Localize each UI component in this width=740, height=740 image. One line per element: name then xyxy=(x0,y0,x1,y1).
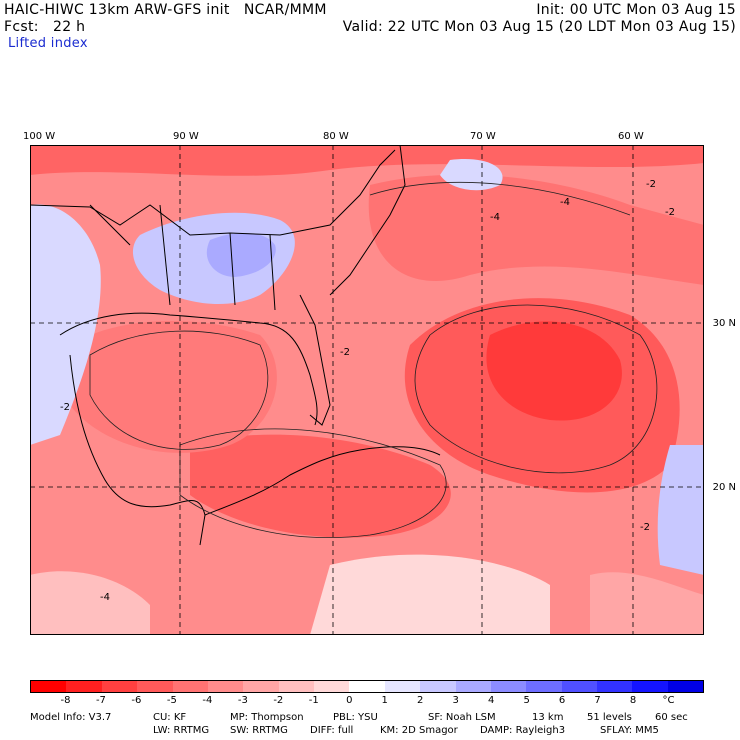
color-swatch xyxy=(561,681,597,692)
contour-label: -2 xyxy=(60,402,70,413)
contour-label: -4 xyxy=(100,592,110,603)
field-stable-mexico xyxy=(30,204,101,445)
model-info-sflay: SFLAY: MM5 xyxy=(600,725,659,736)
color-scale-tick: 4 xyxy=(487,695,495,706)
color-scale-tick: 8 xyxy=(629,695,637,706)
init-time: Init: 00 UTC Mon 03 Aug 15 xyxy=(536,2,736,18)
valid-time: Valid: 22 UTC Mon 03 Aug 15 (20 LDT Mon … xyxy=(342,19,736,35)
color-swatch xyxy=(455,681,491,692)
lon-label-100w: 100 W xyxy=(23,131,56,142)
color-scale-tick: -2 xyxy=(273,695,284,706)
color-scale-tick: 6 xyxy=(558,695,566,706)
color-scale-labels: -8 -7 -6 -5 -4 -3 -2 -1 0 1 2 3 4 5 6 7 8 °C xyxy=(30,695,720,707)
field-caribbean xyxy=(190,434,451,538)
model-info-mp: MP: Thompson xyxy=(230,712,304,723)
color-scale-tick: 2 xyxy=(417,695,424,706)
model-info-sw: SW: RRTMG xyxy=(230,725,288,736)
model-info-lw: LW: RRTMG xyxy=(153,725,210,736)
color-swatch xyxy=(526,681,562,692)
color-scale-tick: -3 xyxy=(237,695,248,706)
contour-label: -4 xyxy=(560,197,570,208)
contour-label: -4 xyxy=(490,212,500,223)
field-atlantic-band xyxy=(368,174,704,285)
field-neutral-pacific xyxy=(30,571,150,635)
field-name: Lifted index xyxy=(8,36,88,51)
color-swatch xyxy=(667,681,704,692)
field-gulf xyxy=(70,321,277,453)
model-info-cu: CU: KF xyxy=(153,712,187,723)
lat-lon-grid xyxy=(30,145,704,635)
model-info-pbl: PBL: YSU xyxy=(333,712,378,723)
color-swatch xyxy=(384,681,421,692)
model-info-resolution: 13 km xyxy=(532,712,564,723)
product-title: HAIC-HIWC 13km ARW-GFS init NCAR/MMM xyxy=(4,2,327,18)
model-info-sf: SF: Noah LSM xyxy=(428,712,496,723)
map-border xyxy=(30,145,704,635)
lon-label-70w: 70 W xyxy=(470,131,496,142)
map-svg: -2 -2 -4 -2 -4 -2 -4 -2 xyxy=(30,145,704,635)
field-top-band xyxy=(30,145,704,176)
model-info-version: Model Info: V3.7 xyxy=(30,712,112,723)
model-info-timestep: 60 sec xyxy=(655,712,688,723)
forecast-hour: Fcst: 22 h xyxy=(4,19,86,35)
color-swatch xyxy=(420,681,456,692)
color-scale-tick: 1 xyxy=(381,695,388,706)
field-stable-east xyxy=(657,445,704,575)
color-scale-tick: 5 xyxy=(523,695,530,706)
color-scale-tick: °C xyxy=(662,695,675,706)
color-swatch xyxy=(137,681,173,692)
field-core xyxy=(486,321,622,421)
color-scale-tick: -6 xyxy=(131,695,142,706)
field-stable-core xyxy=(206,233,276,277)
color-swatch xyxy=(278,681,314,692)
color-swatch xyxy=(207,681,244,692)
coastlines xyxy=(30,145,441,546)
color-swatch xyxy=(172,681,208,692)
lat-label-30n: 30 N xyxy=(712,318,736,329)
field-neutral-sw xyxy=(590,572,704,635)
color-swatch xyxy=(632,681,668,692)
lon-label-90w: 90 W xyxy=(173,131,199,142)
contour-label: -2 xyxy=(665,207,675,218)
color-swatch xyxy=(243,681,279,692)
contours xyxy=(89,181,658,538)
contour-label: -2 xyxy=(640,522,650,533)
color-scale-tick: -5 xyxy=(166,695,177,706)
model-info-levels: 51 levels xyxy=(587,712,632,723)
model-info-km: KM: 2D Smagor xyxy=(380,725,458,736)
lon-label-60w: 60 W xyxy=(618,131,644,142)
color-scale-tick: -8 xyxy=(60,695,71,706)
color-swatch xyxy=(597,681,633,692)
color-scale-tick: -4 xyxy=(202,695,213,706)
lifted-index-map: -2 -2 -4 -2 -4 -2 -4 -2 xyxy=(30,145,704,635)
contour-label: -2 xyxy=(646,179,656,190)
lat-label-20n: 20 N xyxy=(712,482,736,493)
field-neutral-south xyxy=(310,554,550,635)
model-info-damp: DAMP: Rayleigh3 xyxy=(480,725,566,736)
color-swatch xyxy=(31,681,67,692)
color-scale-bar xyxy=(30,680,704,693)
color-swatch xyxy=(66,681,102,692)
model-info-diff: DIFF: full xyxy=(310,725,354,736)
color-scale-tick: 3 xyxy=(452,695,459,706)
color-scale-tick: -7 xyxy=(95,695,106,706)
color-scale-tick: 0 xyxy=(346,695,353,706)
color-swatch xyxy=(349,681,385,692)
color-swatch xyxy=(490,681,527,692)
color-swatch xyxy=(314,681,350,692)
color-scale-tick: -1 xyxy=(308,695,319,706)
color-scale-tick: 7 xyxy=(594,695,601,706)
lon-label-80w: 80 W xyxy=(323,131,349,142)
color-swatch xyxy=(101,681,138,692)
contour-label: -2 xyxy=(340,347,350,358)
